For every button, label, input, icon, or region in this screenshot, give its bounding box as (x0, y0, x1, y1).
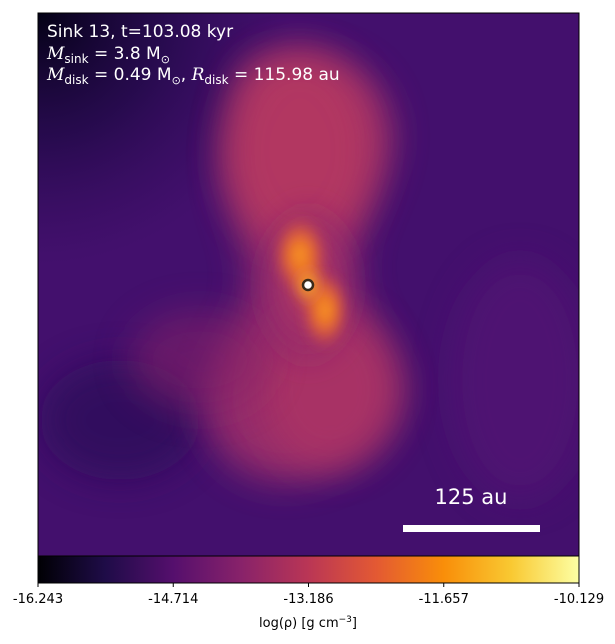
colorbar-ticks: -16.243 -14.714 -13.186 -11.657 -10.129 (13, 583, 604, 607)
annotation: Sink 13, t=103.08 kyr Msink = 3.8 M⊙ Mdi… (46, 22, 340, 87)
scalebar-label: 125 au (435, 485, 508, 509)
scalebar (403, 525, 540, 532)
colorbar-tick-label: -10.129 (554, 592, 604, 607)
colorbar-tick-label: -16.243 (13, 592, 63, 607)
colorbar-gradient (38, 556, 579, 583)
sink-marker (301, 278, 315, 292)
colorbar-tick-label: -11.657 (419, 592, 469, 607)
colorbar-tick-label: -13.186 (283, 592, 333, 607)
colorbar-tick-label: -14.714 (148, 592, 198, 607)
annotation-line3: Mdisk = 0.49 M⊙, Rdisk = 115.98 au (46, 65, 340, 87)
annotation-line1: Sink 13, t=103.08 kyr (47, 22, 233, 42)
colorbar: -16.243 -14.714 -13.186 -11.657 -10.129 log(… (13, 555, 604, 631)
colorbar-label: log(ρ) [g cm−3] (259, 615, 357, 631)
annotation-line2: Msink = 3.8 M⊙ (46, 44, 170, 66)
